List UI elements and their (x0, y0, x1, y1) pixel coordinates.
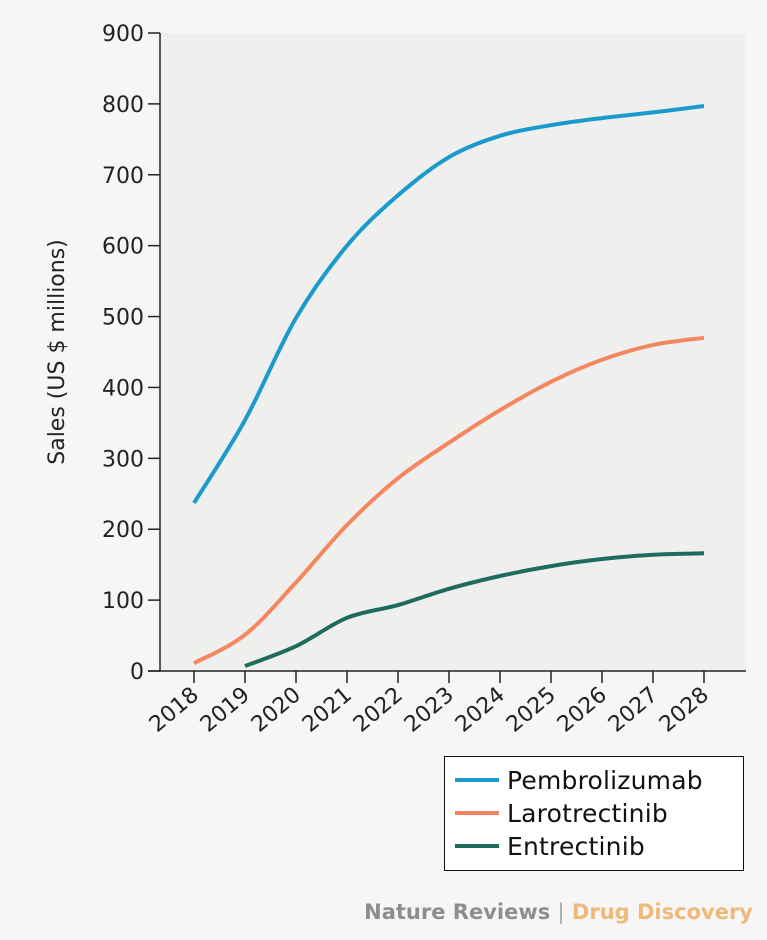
y-tick-label: 500 (102, 306, 144, 331)
series-line-pembrolizumab (192, 104, 705, 505)
legend-item-pembrolizumab: Pembrolizumab (455, 765, 703, 795)
plot-area (160, 33, 746, 671)
legend-swatch-larotrectinib (455, 811, 499, 815)
x-tick-label: 2023 (400, 682, 459, 737)
y-tick-label: 200 (102, 518, 144, 543)
y-tick-label: 900 (102, 22, 144, 47)
x-tick-label: 2028 (655, 682, 714, 737)
legend-item-entrectinib: Entrectinib (455, 831, 645, 861)
x-tick-label: 2027 (604, 682, 663, 737)
x-tick-label: 2018 (145, 682, 204, 737)
journal-name: Drug Discovery (571, 900, 753, 924)
series-line-entrectinib (244, 551, 705, 668)
y-tick-label: 400 (102, 376, 144, 401)
publisher-name: Nature Reviews (364, 900, 551, 924)
y-axis-title: Sales (US $ millions) (45, 239, 70, 465)
x-tick-label: 2024 (451, 682, 510, 737)
legend-swatch-pembrolizumab (455, 778, 499, 782)
x-tick-label: 2022 (349, 682, 408, 737)
y-tick-label: 100 (102, 589, 144, 614)
x-tick-label: 2021 (298, 682, 357, 737)
legend: Pembrolizumab Larotrectinib Entrectinib (444, 756, 744, 871)
y-tick-label: 600 (102, 235, 144, 260)
x-tick-label: 2025 (502, 682, 561, 737)
y-tick-label: 0 (130, 660, 144, 685)
y-tick-label: 700 (102, 164, 144, 189)
legend-swatch-entrectinib (455, 844, 499, 848)
x-tick-label: 2019 (196, 682, 255, 737)
x-tick-label: 2026 (553, 682, 612, 737)
legend-label-entrectinib: Entrectinib (507, 831, 645, 861)
x-tick-label: 2020 (247, 682, 306, 737)
legend-label-pembrolizumab: Pembrolizumab (507, 765, 703, 795)
y-tick-label: 800 (102, 93, 144, 118)
legend-label-larotrectinib: Larotrectinib (507, 798, 668, 828)
credit-separator: | (557, 900, 565, 924)
series-line-larotrectinib (193, 335, 705, 665)
y-tick-label: 300 (102, 447, 144, 472)
legend-item-larotrectinib: Larotrectinib (455, 798, 668, 828)
journal-credit: Nature Reviews | Drug Discovery (364, 900, 753, 924)
